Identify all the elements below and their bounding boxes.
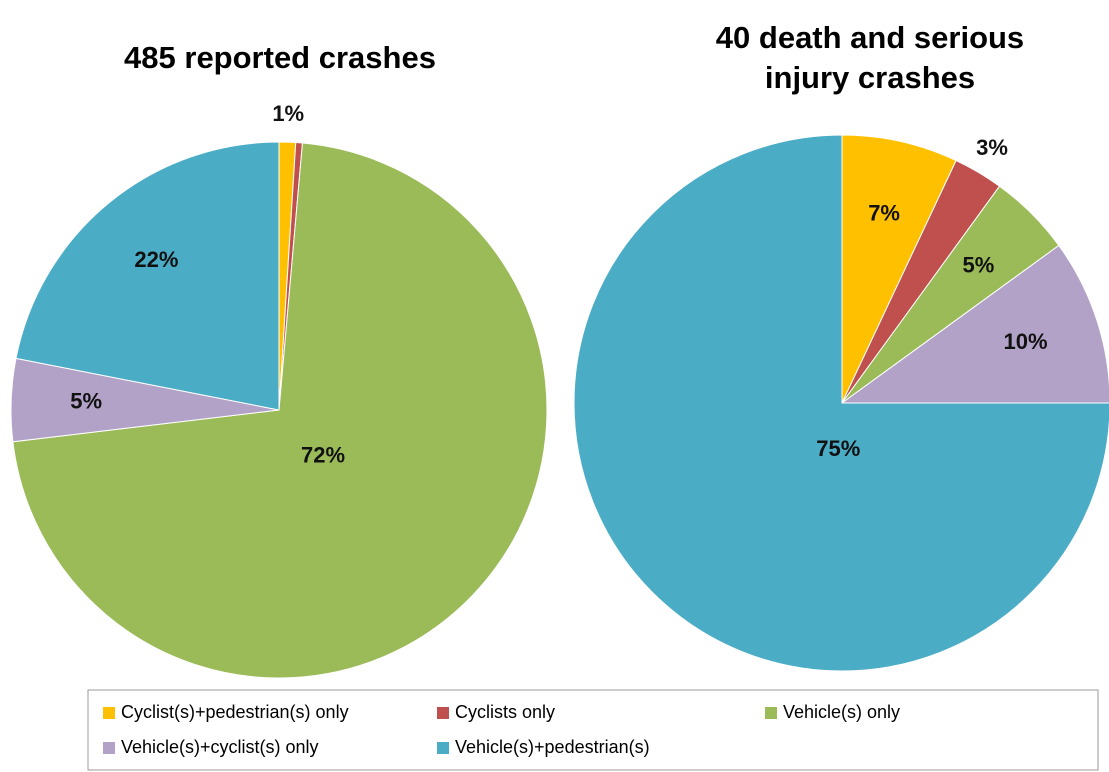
data-label: 1%	[272, 101, 304, 126]
legend-label: Vehicle(s) only	[783, 702, 900, 722]
data-label: 7%	[868, 200, 900, 225]
legend-swatch	[103, 707, 115, 719]
pie-slice	[841, 134, 957, 404]
data-label: 72%	[301, 442, 345, 467]
legend-label: Cyclists only	[455, 702, 555, 722]
legend-swatch	[437, 742, 449, 754]
legend-swatch	[437, 707, 449, 719]
data-label: 75%	[816, 436, 860, 461]
legend-swatch	[765, 707, 777, 719]
data-label: 5%	[963, 252, 995, 277]
chart-title: 485 reported crashes	[124, 40, 436, 75]
legend-label: Vehicle(s)+cyclist(s) only	[121, 737, 319, 757]
pie-slice	[840, 244, 1109, 404]
pie-slice	[573, 134, 1109, 672]
legend-box	[87, 689, 1099, 771]
legend-label: Cyclist(s)+pedestrian(s) only	[121, 702, 349, 722]
data-label: 5%	[70, 389, 102, 414]
legend-swatch	[103, 742, 115, 754]
legend-label: Vehicle(s)+pedestrian(s)	[455, 737, 650, 757]
pie-slice	[15, 141, 280, 411]
data-label: 10%	[1003, 329, 1047, 354]
data-label: 3%	[976, 135, 1008, 160]
data-label: 22%	[134, 247, 178, 272]
chart-title: 40 death and serious injury crashes	[715, 20, 1025, 95]
pie-slice	[12, 142, 548, 679]
